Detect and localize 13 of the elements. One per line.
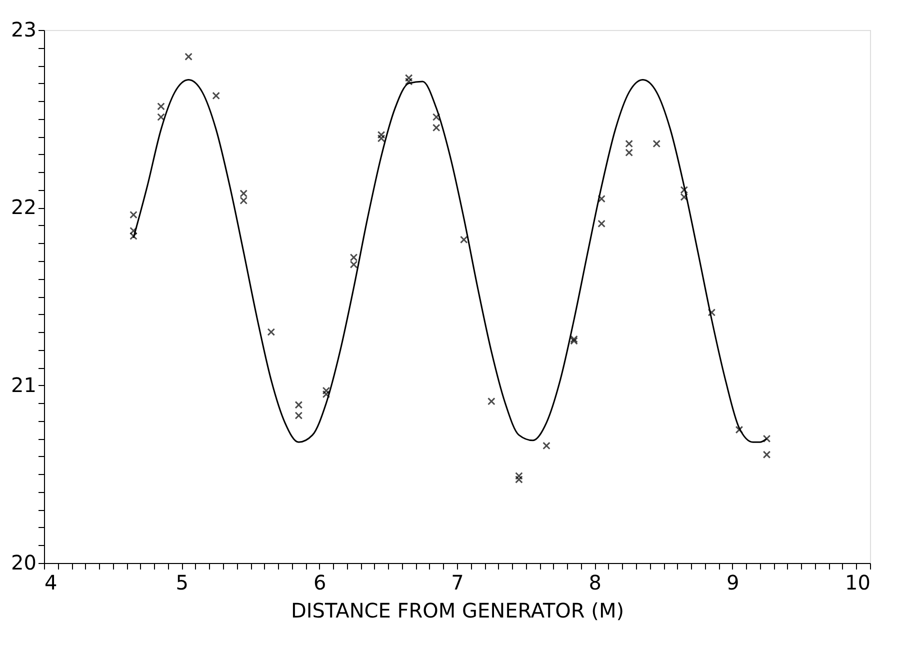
x-axis-title: DISTANCE FROM GENERATOR (M)	[290, 598, 624, 622]
x-tick-label: 9	[726, 570, 740, 594]
y-tick-label: 20	[11, 550, 36, 574]
x-tick-label: 10	[845, 570, 870, 594]
y-tick-label: 22	[11, 195, 36, 220]
x-tick-label: 4	[44, 570, 58, 594]
line-series	[132, 78, 768, 443]
y-tick-label: 21	[11, 372, 36, 397]
x-tick-label: 5	[176, 570, 189, 594]
x-tick-label: 7	[451, 570, 464, 594]
y-tick-label: 23	[11, 18, 36, 42]
x-tick-label: 8	[588, 570, 602, 594]
x-tick-label: 6	[313, 570, 326, 594]
